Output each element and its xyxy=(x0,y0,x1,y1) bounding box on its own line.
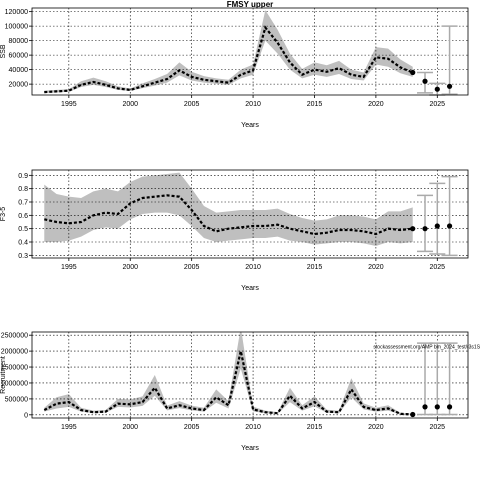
x-tick-label: 2005 xyxy=(184,101,200,108)
y-tick-label: 100000 xyxy=(5,24,28,31)
plot-frame xyxy=(31,7,469,96)
chart-annotation: stockassessment.org/AMP bm_2024_test/r3s… xyxy=(373,345,480,351)
y-tick-label: 1000000 xyxy=(1,380,28,387)
y-tick-label: 120000 xyxy=(5,9,28,16)
y-tick-label: 500000 xyxy=(5,396,28,403)
y-tick-label: 0.5 xyxy=(18,226,28,233)
x-tick-label: 2025 xyxy=(430,424,446,431)
y-tick-label: 0.4 xyxy=(18,240,28,247)
x-tick-label: 2010 xyxy=(245,264,261,271)
x-tick-label: 1995 xyxy=(61,101,77,108)
x-tick-label: 1995 xyxy=(61,264,77,271)
x-tick-label: 2015 xyxy=(307,424,323,431)
forecast-point xyxy=(422,226,428,232)
x-tick-label: 2025 xyxy=(430,101,446,108)
x-axis-label: Years xyxy=(241,122,259,129)
x-tick-label: 2005 xyxy=(184,424,200,431)
data-point xyxy=(410,226,416,232)
y-tick-label: 1500000 xyxy=(1,365,28,372)
x-tick-label: 2025 xyxy=(430,264,446,271)
plot-frame xyxy=(31,331,469,419)
x-tick-label: 2010 xyxy=(245,101,261,108)
y-tick-label: 0 xyxy=(24,412,28,419)
x-tick-label: 2020 xyxy=(368,264,384,271)
data-point xyxy=(410,69,416,76)
chart-panel-2: 1995 2000 2005 2010 2015 2020 2025 0.3 0.4 0.5 0.6… xyxy=(0,169,469,292)
x-axis-label: Years xyxy=(241,445,259,452)
forecast-point xyxy=(446,83,453,89)
chart-title: FMSY upper xyxy=(227,0,274,9)
forecast-point xyxy=(434,223,440,229)
x-axis-label: Years xyxy=(241,285,259,292)
y-axis-label: F3-5 xyxy=(0,207,7,222)
forecast-point xyxy=(422,78,428,84)
x-tick-label: 2000 xyxy=(122,424,138,431)
x-tick-label: 2020 xyxy=(368,101,384,108)
forecast-point xyxy=(434,404,440,410)
y-tick-label: 0.8 xyxy=(18,186,28,193)
y-tick-label: 20000 xyxy=(9,82,29,89)
y-axis-label: Recruitment xyxy=(0,356,7,394)
chart-panel-1: 1995 2000 2005 2010 2015 2020 2025 20000 40000 60… xyxy=(0,0,469,129)
median-line xyxy=(43,350,413,416)
x-tick-label: 2010 xyxy=(245,424,261,431)
x-tick-label: 2000 xyxy=(122,101,138,108)
x-tick-label: 1995 xyxy=(61,424,77,431)
y-tick-label: 2000000 xyxy=(1,349,28,356)
x-tick-label: 2015 xyxy=(307,264,323,271)
x-tick-label: 2015 xyxy=(307,101,323,108)
forecast-point xyxy=(434,86,440,92)
forecast-point xyxy=(446,223,453,229)
forecast-point xyxy=(446,404,453,410)
y-tick-label: 0.3 xyxy=(18,253,28,260)
confidence-band xyxy=(44,172,413,246)
x-tick-label: 2005 xyxy=(184,264,200,271)
y-tick-label: 60000 xyxy=(9,53,29,60)
chart-panel-3: 1995 2000 2005 2010 2015 2020 2025 0 500000 10000… xyxy=(0,331,480,452)
data-point xyxy=(410,411,416,418)
y-tick-label: 40000 xyxy=(9,67,29,74)
y-tick-label: 0.9 xyxy=(18,173,28,180)
median-line xyxy=(44,194,413,236)
y-tick-label: 0.7 xyxy=(18,200,28,207)
x-tick-label: 2000 xyxy=(122,264,138,271)
y-tick-label: 2500000 xyxy=(1,333,28,340)
x-tick-label: 2020 xyxy=(368,424,384,431)
y-tick-label: 0.6 xyxy=(18,213,28,220)
confidence-band xyxy=(44,10,413,93)
y-axis-label: SSB xyxy=(0,44,7,58)
forecast-point xyxy=(422,404,428,410)
plot-frame xyxy=(31,169,469,259)
y-tick-label: 80000 xyxy=(9,38,29,45)
